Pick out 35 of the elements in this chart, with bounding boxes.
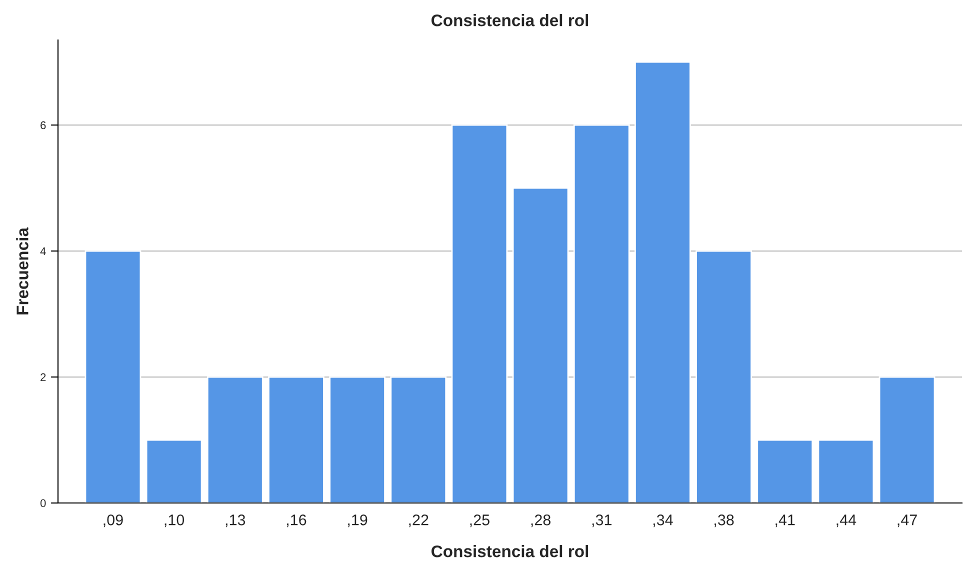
bar bbox=[696, 250, 752, 503]
bar bbox=[756, 439, 814, 503]
x-tick-label: ,28 bbox=[531, 514, 550, 528]
x-tick-label: ,38 bbox=[714, 514, 734, 528]
y-tick-label: 0 bbox=[40, 499, 46, 508]
bar bbox=[329, 376, 386, 503]
bar bbox=[818, 439, 874, 503]
x-tick-label: ,13 bbox=[226, 514, 246, 528]
bar bbox=[146, 439, 202, 503]
x-axis-title: Consistencia del rol bbox=[432, 545, 588, 558]
x-tick-label: ,31 bbox=[592, 514, 612, 528]
x-tick-label: ,09 bbox=[104, 514, 123, 528]
x-tick-label: ,25 bbox=[470, 514, 490, 528]
bar bbox=[84, 250, 142, 503]
x-tick-label: ,22 bbox=[409, 514, 428, 528]
bar bbox=[878, 376, 936, 503]
bar bbox=[573, 124, 630, 503]
bar bbox=[268, 376, 324, 503]
bar bbox=[634, 61, 691, 503]
x-tick-label: ,10 bbox=[164, 514, 184, 528]
y-tick-label: 4 bbox=[40, 247, 46, 256]
bar bbox=[206, 376, 264, 503]
x-tick-label: ,44 bbox=[836, 514, 856, 528]
chart-title: Consistencia del rol bbox=[432, 14, 588, 26]
x-tick-label: ,19 bbox=[348, 514, 368, 528]
x-tick-label: ,16 bbox=[286, 514, 306, 528]
x-tick-label: ,47 bbox=[898, 514, 917, 528]
y-tick-label: 2 bbox=[40, 373, 46, 382]
bar bbox=[512, 187, 569, 503]
y-axis-title: Frecuencia bbox=[16, 227, 28, 314]
bar bbox=[390, 376, 447, 503]
x-tick-label: ,41 bbox=[776, 514, 795, 528]
x-tick-label: ,34 bbox=[653, 514, 673, 528]
y-tick-label: 6 bbox=[40, 121, 46, 130]
bar bbox=[451, 124, 508, 503]
